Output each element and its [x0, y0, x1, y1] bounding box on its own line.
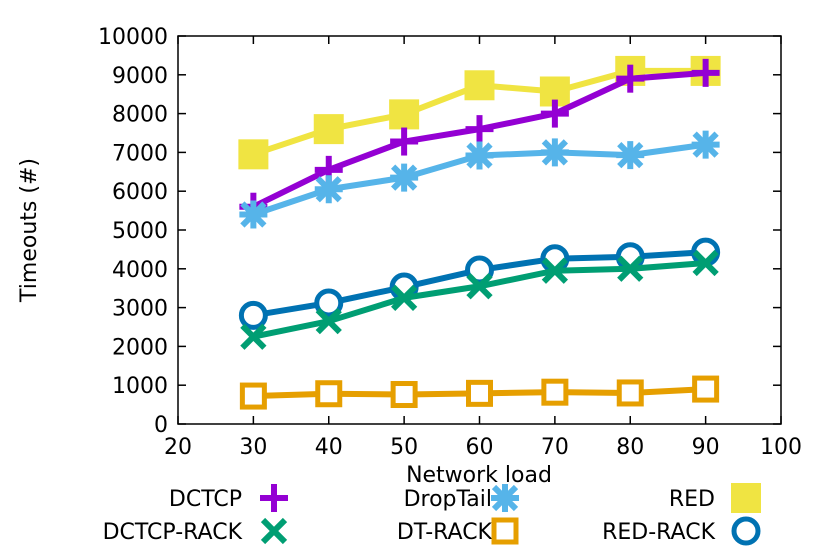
data-point — [239, 200, 268, 229]
legend-marker — [260, 517, 288, 545]
data-point — [315, 308, 342, 335]
data-point — [464, 70, 495, 101]
y-tick-label: 0 — [154, 413, 168, 438]
legend-item-dctcp: DCTCP — [169, 484, 288, 512]
legend-label: DCTCP — [169, 487, 242, 512]
data-point — [314, 175, 343, 204]
data-point — [466, 379, 493, 407]
data-point — [390, 163, 419, 192]
legend-marker — [731, 516, 761, 546]
data-point — [238, 139, 269, 170]
y-tick-label: 3000 — [112, 297, 168, 322]
data-point — [390, 381, 418, 409]
legend-label: DropTail — [404, 487, 492, 512]
legend-marker — [731, 483, 761, 513]
legend-label: RED-RACK — [602, 520, 715, 545]
data-point — [240, 323, 267, 350]
x-tick-label: 30 — [239, 435, 267, 460]
data-point — [465, 115, 494, 144]
data-point — [692, 249, 719, 277]
y-tick-label: 10000 — [98, 25, 168, 50]
x-tick-label: 90 — [692, 435, 720, 460]
data-point — [314, 288, 344, 318]
legend-marker — [491, 484, 519, 512]
y-tick-label: 9000 — [112, 64, 168, 89]
data-point — [465, 141, 494, 170]
y-axis: 0 1000 2000 3000 4000 5000 6000 7000 8000 9000 100… — [98, 25, 781, 438]
legend-label: RED — [669, 487, 715, 512]
x-tick-label: 100 — [760, 435, 802, 460]
data-point — [540, 138, 569, 167]
x-tick-label: 80 — [616, 435, 644, 460]
series-droptail — [239, 130, 720, 229]
data-point — [238, 300, 268, 330]
x-tick-label: 70 — [541, 435, 569, 460]
data-point — [466, 273, 493, 300]
series-layer — [238, 55, 721, 410]
x-tick-label: 50 — [390, 435, 418, 460]
legend-item-dctcp-rack: DCTCP-RACK — [103, 517, 288, 545]
legend-label: DCTCP-RACK — [103, 520, 243, 545]
data-point — [313, 114, 344, 145]
y-tick-label: 1000 — [112, 374, 168, 399]
y-axis-title: Timeouts (#) — [17, 158, 42, 303]
legend-item-droptail: DropTail — [404, 484, 519, 512]
series-dctcp-rack — [240, 249, 719, 350]
data-point — [239, 382, 267, 410]
data-point — [616, 141, 645, 170]
data-point — [390, 127, 419, 156]
y-tick-label: 6000 — [112, 180, 168, 205]
data-point — [391, 284, 418, 312]
data-point — [389, 99, 420, 130]
data-point — [315, 380, 343, 408]
legend-item-dt-rack: DT-RACK — [397, 517, 519, 545]
data-point — [541, 378, 569, 406]
x-tick-label: 20 — [164, 435, 192, 460]
y-tick-label: 2000 — [112, 335, 168, 360]
y-tick-label: 4000 — [112, 258, 168, 283]
x-axis-title: Network load — [406, 463, 552, 488]
data-point — [616, 379, 644, 407]
series-dt-rack — [239, 375, 720, 410]
data-point — [541, 257, 568, 284]
series-red-rack — [238, 237, 721, 330]
legend-marker — [260, 484, 288, 512]
data-point — [540, 99, 569, 128]
data-point — [616, 64, 645, 93]
data-point — [617, 255, 644, 282]
legend-marker — [491, 517, 519, 545]
y-tick-label: 5000 — [112, 219, 168, 244]
y-tick-label: 7000 — [112, 141, 168, 166]
x-tick-label: 40 — [315, 435, 343, 460]
data-point — [692, 375, 720, 403]
x-tick-label: 60 — [466, 435, 494, 460]
y-tick-label: 8000 — [112, 103, 168, 128]
data-point — [691, 58, 720, 87]
legend-item-red-rack: RED-RACK — [602, 516, 761, 546]
data-point — [691, 130, 720, 159]
x-axis: 20 30 40 50 60 70 80 90 100 — [164, 36, 802, 460]
data-point — [465, 255, 494, 285]
legend-item-red: RED — [669, 483, 761, 513]
legend-label: DT-RACK — [397, 520, 493, 545]
legend: DCTCP DropTail RED DCTCP-RACK DT-RACK RED-RAC… — [103, 483, 761, 546]
